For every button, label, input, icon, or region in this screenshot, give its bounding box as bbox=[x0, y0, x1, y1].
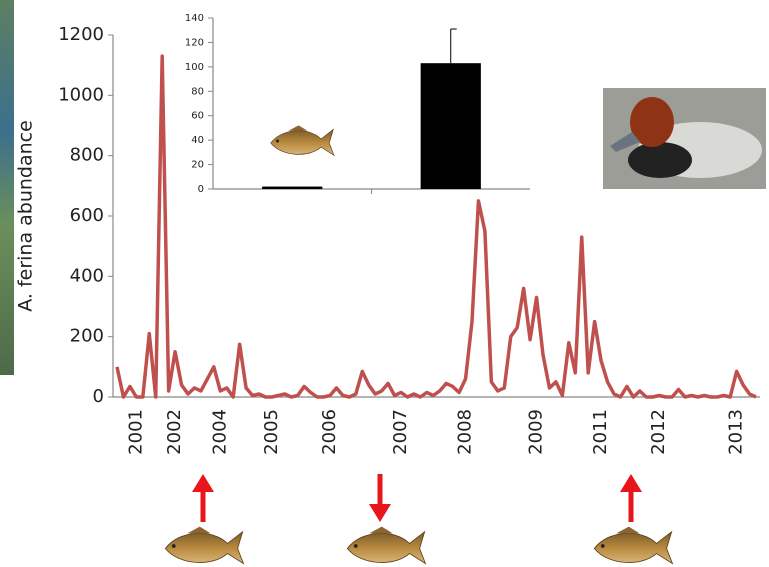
x-tick-label: 2008 bbox=[455, 409, 476, 455]
y-tick-label: 600 bbox=[70, 205, 104, 226]
y-tick-label: 0 bbox=[198, 184, 204, 195]
x-tick-label: 2005 bbox=[261, 409, 282, 455]
x-tick-label: 2012 bbox=[648, 409, 669, 455]
x-tick-label: 2009 bbox=[526, 409, 547, 455]
y-tick-label: 100 bbox=[185, 62, 204, 73]
y-tick-label: 0 bbox=[93, 386, 104, 407]
y-tick-label: 40 bbox=[191, 135, 204, 146]
y-tick-label: 1200 bbox=[58, 24, 104, 45]
arrows bbox=[192, 474, 642, 522]
x-tick-label: 2013 bbox=[726, 409, 747, 455]
y-tick-label: 120 bbox=[185, 37, 204, 48]
y-tick-label: 400 bbox=[70, 265, 104, 286]
background-photo bbox=[0, 0, 14, 375]
y-tick-label: 80 bbox=[191, 86, 204, 97]
y-tick-label: 60 bbox=[191, 111, 204, 122]
bar bbox=[262, 186, 323, 189]
x-tick-label: 2001 bbox=[125, 409, 146, 455]
y-tick-label: 140 bbox=[185, 13, 204, 24]
y-tick-label: 20 bbox=[191, 160, 204, 171]
x-tick-label: 2006 bbox=[319, 409, 340, 455]
x-tick-label: 2007 bbox=[390, 409, 411, 455]
y-tick-label: 200 bbox=[70, 326, 104, 347]
duck-photo bbox=[603, 88, 766, 189]
data-line bbox=[115, 54, 757, 399]
y-tick-label: 800 bbox=[70, 145, 104, 166]
y-tick-label: 1000 bbox=[58, 84, 104, 105]
x-tick-label: 2002 bbox=[164, 409, 185, 455]
y-axis-label: A. ferina abundance bbox=[15, 120, 37, 312]
x-tick-label: 2004 bbox=[209, 409, 230, 455]
x-tick-label: 2011 bbox=[590, 409, 611, 455]
bar bbox=[420, 63, 481, 189]
